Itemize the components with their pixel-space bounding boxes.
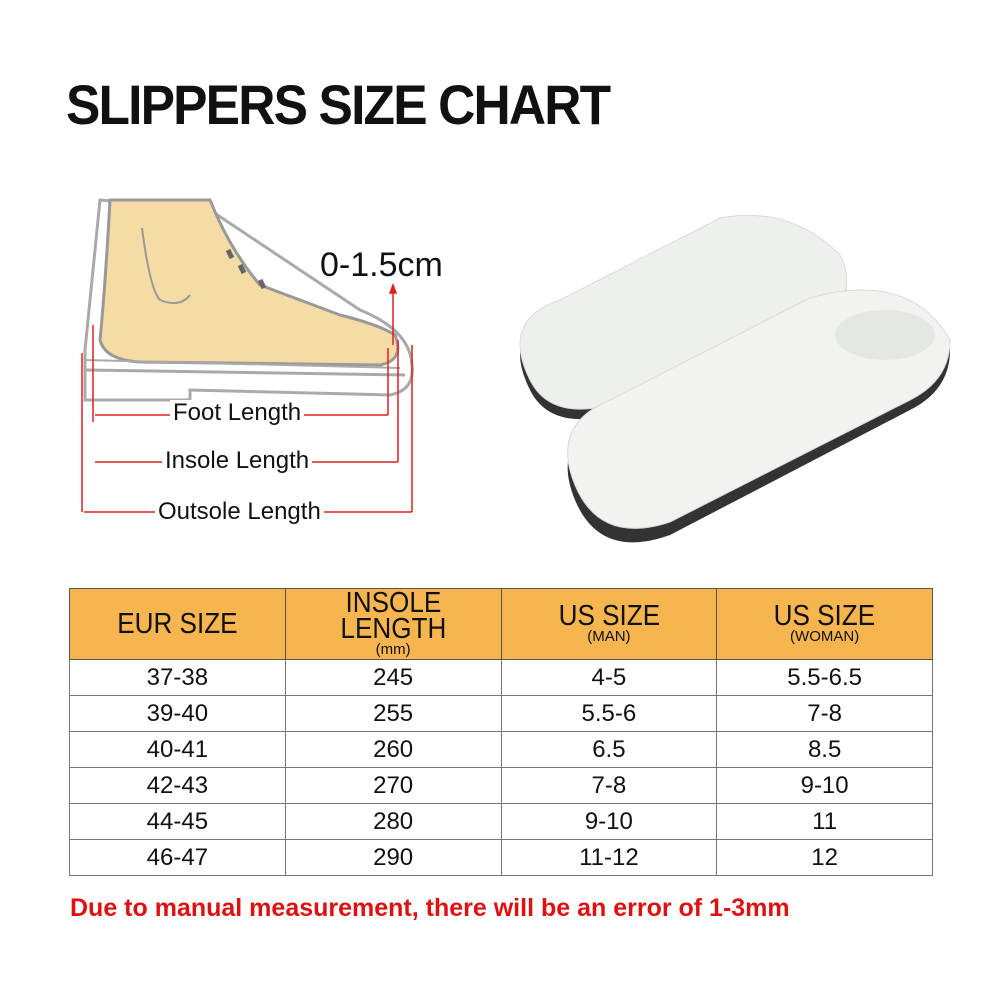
table-row: 40-41 260 6.5 8.5 bbox=[69, 731, 933, 768]
toe-gap-label: 0-1.5cm bbox=[320, 246, 443, 284]
table-cell: 245 bbox=[284, 659, 502, 696]
foot-shoe-illustration bbox=[81, 198, 414, 513]
header-us-size-woman: US SIZE (WOMAN) bbox=[716, 588, 933, 660]
foot-length-label: Foot Length bbox=[170, 400, 305, 426]
measurement-error-note: Due to manual measurement, there will be… bbox=[70, 894, 790, 922]
table-cell: 46-47 bbox=[69, 839, 286, 876]
table-cell: 290 bbox=[284, 839, 502, 876]
size-chart-table: EUR SIZE INSOLE LENGTH (mm) US SIZE (MAN) … bbox=[69, 588, 933, 876]
table-row: 46-47 290 11-12 12 bbox=[69, 839, 933, 876]
table-row: 42-43 270 7-8 9-10 bbox=[69, 767, 933, 804]
table-cell: 37-38 bbox=[69, 659, 286, 696]
table-cell: 12 bbox=[716, 839, 933, 876]
table-row: 44-45 280 9-10 11 bbox=[69, 803, 933, 840]
table-row: 39-40 255 5.5-6 7-8 bbox=[69, 695, 933, 732]
table-cell: 11 bbox=[716, 803, 933, 840]
table-cell: 39-40 bbox=[69, 695, 286, 732]
table-cell: 8.5 bbox=[716, 731, 933, 768]
header-eur-size: EUR SIZE bbox=[69, 588, 286, 660]
table-cell: 9-10 bbox=[500, 803, 718, 840]
table-cell: 270 bbox=[284, 767, 502, 804]
insole-length-label: Insole Length bbox=[162, 448, 313, 474]
table-cell: 255 bbox=[284, 695, 502, 732]
table-cell: 11-12 bbox=[500, 839, 718, 876]
table-cell: 44-45 bbox=[69, 803, 286, 840]
table-cell: 260 bbox=[284, 731, 502, 768]
table-cell: 42-43 bbox=[69, 767, 286, 804]
table-cell: 9-10 bbox=[716, 767, 933, 804]
table-cell: 5.5-6 bbox=[500, 695, 718, 732]
table-cell: 7-8 bbox=[716, 695, 933, 732]
table-cell: 7-8 bbox=[500, 767, 718, 804]
table-cell: 5.5-6.5 bbox=[716, 659, 933, 696]
slippers-product-image bbox=[490, 200, 960, 560]
outsole-length-label: Outsole Length bbox=[155, 499, 324, 525]
page-title: SLIPPERS SIZE CHART bbox=[66, 73, 611, 136]
table-cell: 280 bbox=[284, 803, 502, 840]
foot-measurement-diagram: Foot Length Insole Length Outsole Length bbox=[60, 190, 480, 530]
table-cell: 4-5 bbox=[500, 659, 718, 696]
header-us-size-man: US SIZE (MAN) bbox=[500, 588, 718, 660]
header-insole-length: INSOLE LENGTH (mm) bbox=[284, 588, 502, 660]
table-header-row: EUR SIZE INSOLE LENGTH (mm) US SIZE (MAN) … bbox=[69, 588, 933, 660]
table-row: 37-38 245 4-5 5.5-6.5 bbox=[69, 659, 933, 696]
table-cell: 6.5 bbox=[500, 731, 718, 768]
table-cell: 40-41 bbox=[69, 731, 286, 768]
